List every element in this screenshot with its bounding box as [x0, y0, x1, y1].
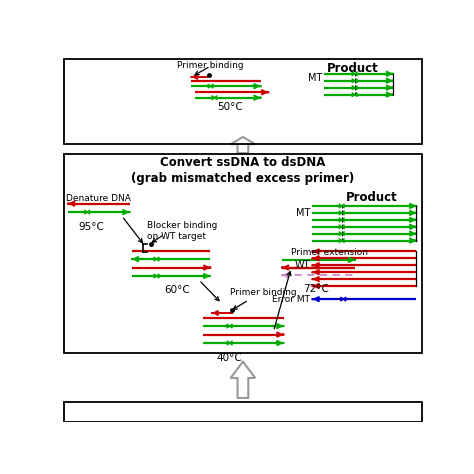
Text: Denature DNA: Denature DNA [66, 194, 131, 203]
Polygon shape [231, 362, 255, 398]
Text: Primer extension: Primer extension [291, 248, 368, 257]
Text: 60°C: 60°C [164, 285, 190, 295]
Text: Primer binding: Primer binding [229, 288, 296, 297]
Text: 50°C: 50°C [217, 101, 243, 111]
Text: MT: MT [308, 73, 322, 82]
Text: WT: WT [295, 260, 310, 270]
Text: Product: Product [327, 62, 379, 74]
Text: Blocker binding
on WT target: Blocker binding on WT target [147, 221, 218, 241]
Text: Error MT: Error MT [272, 295, 310, 304]
Text: Primer binding: Primer binding [177, 62, 244, 71]
Bar [64, 59, 422, 145]
Text: Convert ssDNA to dsDNA
(grab mismatched excess primer): Convert ssDNA to dsDNA (grab mismatched … [131, 156, 355, 185]
Text: 40°C: 40°C [217, 353, 243, 363]
Polygon shape [231, 137, 255, 153]
Text: 72°C: 72°C [303, 284, 328, 294]
Text: Product: Product [346, 191, 398, 203]
Text: MT: MT [296, 208, 310, 218]
Bar [64, 154, 422, 353]
Bar [64, 402, 422, 422]
Text: 95°C: 95°C [78, 222, 104, 232]
